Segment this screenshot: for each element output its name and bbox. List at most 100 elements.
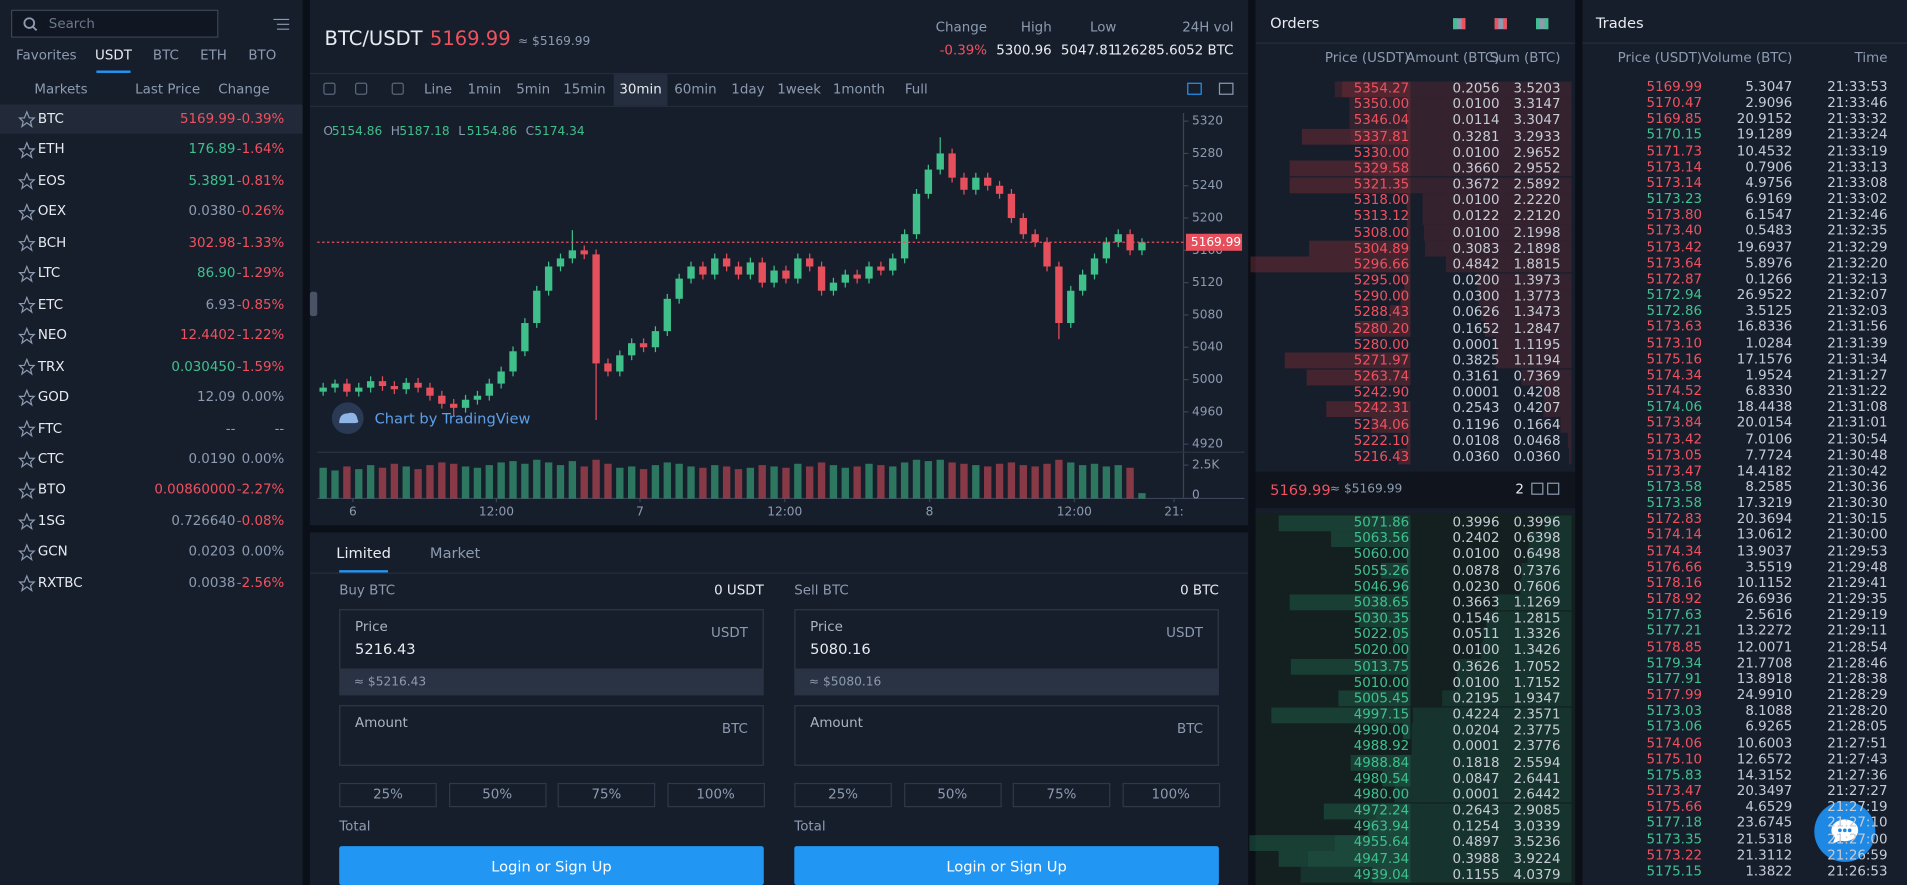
- candle-body: [865, 266, 873, 279]
- candle-icon[interactable]: [323, 82, 336, 95]
- percent-button[interactable]: [448, 782, 546, 808]
- favorite-star[interactable]: [18, 233, 36, 252]
- order-sum: 1.8815: [1513, 256, 1561, 273]
- market-tab[interactable]: BTC: [152, 47, 179, 64]
- interval-button[interactable]: 1month: [832, 81, 885, 98]
- amount-input[interactable]: [339, 705, 764, 766]
- price-input[interactable]: [339, 609, 764, 670]
- percent-button[interactable]: [903, 782, 1002, 808]
- interval-button[interactable]: 5min: [516, 81, 551, 98]
- percent-button[interactable]: [1012, 782, 1111, 808]
- interval-button[interactable]: 15min: [563, 81, 606, 98]
- interval-button[interactable]: 1min: [467, 81, 502, 98]
- market-name[interactable]: 1SG: [37, 512, 66, 529]
- percent-button[interactable]: [666, 782, 765, 808]
- search-box[interactable]: Search: [10, 9, 219, 38]
- depth-view-icon[interactable]: [1494, 18, 1507, 30]
- login-label[interactable]: Login or Sign Up: [946, 858, 1067, 876]
- market-price: 302.98: [188, 234, 236, 251]
- login-label[interactable]: Login or Sign Up: [491, 858, 612, 876]
- precision-plus[interactable]: [1531, 482, 1544, 495]
- market-name[interactable]: TRX: [37, 358, 65, 374]
- order-amount: 0.0114: [1452, 112, 1500, 129]
- market-name[interactable]: BTC: [37, 110, 64, 127]
- login-button[interactable]: [339, 846, 764, 885]
- favorite-star[interactable]: [18, 512, 36, 531]
- favorite-star[interactable]: [18, 450, 36, 469]
- chart-type-icon[interactable]: [1187, 82, 1202, 95]
- market-name[interactable]: RXTBC: [37, 574, 83, 591]
- list-icon[interactable]: [273, 18, 290, 30]
- market-name[interactable]: ETC: [37, 296, 64, 313]
- market-name[interactable]: NEO: [37, 327, 67, 343]
- percent-button[interactable]: [339, 782, 437, 808]
- favorite-star[interactable]: [18, 295, 36, 314]
- order-sum: 0.4207: [1513, 400, 1561, 417]
- favorite-star[interactable]: [18, 419, 36, 438]
- interval-button[interactable]: 60min: [674, 81, 717, 98]
- market-change: -1.29%: [236, 265, 285, 282]
- price-input[interactable]: [794, 609, 1219, 670]
- favorite-star[interactable]: [18, 203, 36, 221]
- candle-body: [711, 258, 719, 275]
- approx-bar: [339, 669, 764, 696]
- market-tab[interactable]: USDT: [95, 47, 132, 64]
- settings-icon[interactable]: [391, 82, 404, 95]
- favorite-star[interactable]: [18, 172, 36, 190]
- market-name[interactable]: GCN: [37, 543, 68, 560]
- order-sum: 0.1664: [1513, 416, 1561, 433]
- market-name[interactable]: OEX: [37, 203, 67, 220]
- market-name[interactable]: GOD: [37, 389, 70, 405]
- amount-input[interactable]: [794, 705, 1219, 766]
- favorite-star[interactable]: [18, 357, 36, 376]
- market-name[interactable]: EOS: [37, 172, 66, 189]
- candle-body: [841, 274, 849, 283]
- depth-bar: [1411, 722, 1572, 739]
- percent-label: 25%: [373, 786, 403, 803]
- ohlc-value: 5174.34: [534, 124, 585, 138]
- trade-time: 21:32:03: [1827, 302, 1888, 319]
- chat-button[interactable]: [1814, 801, 1876, 862]
- depth-view-icon[interactable]: [1453, 18, 1466, 30]
- market-name[interactable]: LTC: [37, 265, 61, 282]
- screenshot-icon[interactable]: [1218, 82, 1234, 95]
- volume-bar: [1102, 466, 1111, 499]
- depth-bar: [1411, 738, 1572, 755]
- trade-volume: 0.5483: [1745, 223, 1793, 239]
- collapse-handle[interactable]: [309, 291, 318, 317]
- depth-view-icon[interactable]: [1536, 18, 1549, 30]
- form-tab[interactable]: Limited: [336, 544, 391, 562]
- depth-bar: [1477, 272, 1572, 289]
- market-name[interactable]: FTC: [37, 420, 63, 436]
- percent-button[interactable]: [557, 782, 656, 808]
- login-button[interactable]: [794, 846, 1219, 885]
- order-price: 5280.00: [1353, 336, 1410, 353]
- favorite-star[interactable]: [18, 141, 36, 159]
- favorite-star[interactable]: [18, 574, 36, 593]
- percent-button[interactable]: [794, 782, 892, 808]
- favorite-star[interactable]: [18, 481, 36, 500]
- market-tab[interactable]: BTO: [248, 47, 277, 64]
- interval-button[interactable]: Line: [424, 81, 453, 98]
- market-tab[interactable]: ETH: [200, 47, 227, 64]
- market-name[interactable]: BTO: [37, 481, 66, 498]
- percent-button[interactable]: [1121, 782, 1220, 808]
- market-name[interactable]: BCH: [37, 234, 67, 251]
- interval-button[interactable]: Full: [904, 81, 928, 98]
- depth-bar: [1367, 819, 1572, 835]
- favorite-star[interactable]: [18, 388, 36, 407]
- market-tab[interactable]: Favorites: [16, 47, 77, 64]
- interval-button[interactable]: 30min: [619, 81, 662, 98]
- precision-minus[interactable]: [1547, 482, 1560, 495]
- favorite-star[interactable]: [18, 543, 36, 562]
- market-name[interactable]: CTC: [37, 450, 64, 467]
- favorite-star[interactable]: [18, 326, 36, 345]
- market-name[interactable]: ETH: [37, 141, 65, 158]
- line-icon[interactable]: [355, 82, 368, 95]
- form-tab[interactable]: Market: [429, 544, 481, 562]
- favorite-star[interactable]: [18, 264, 36, 283]
- favorite-star[interactable]: [18, 110, 36, 128]
- interval-button[interactable]: 1week: [777, 81, 822, 98]
- interval-button[interactable]: 1day: [731, 81, 765, 98]
